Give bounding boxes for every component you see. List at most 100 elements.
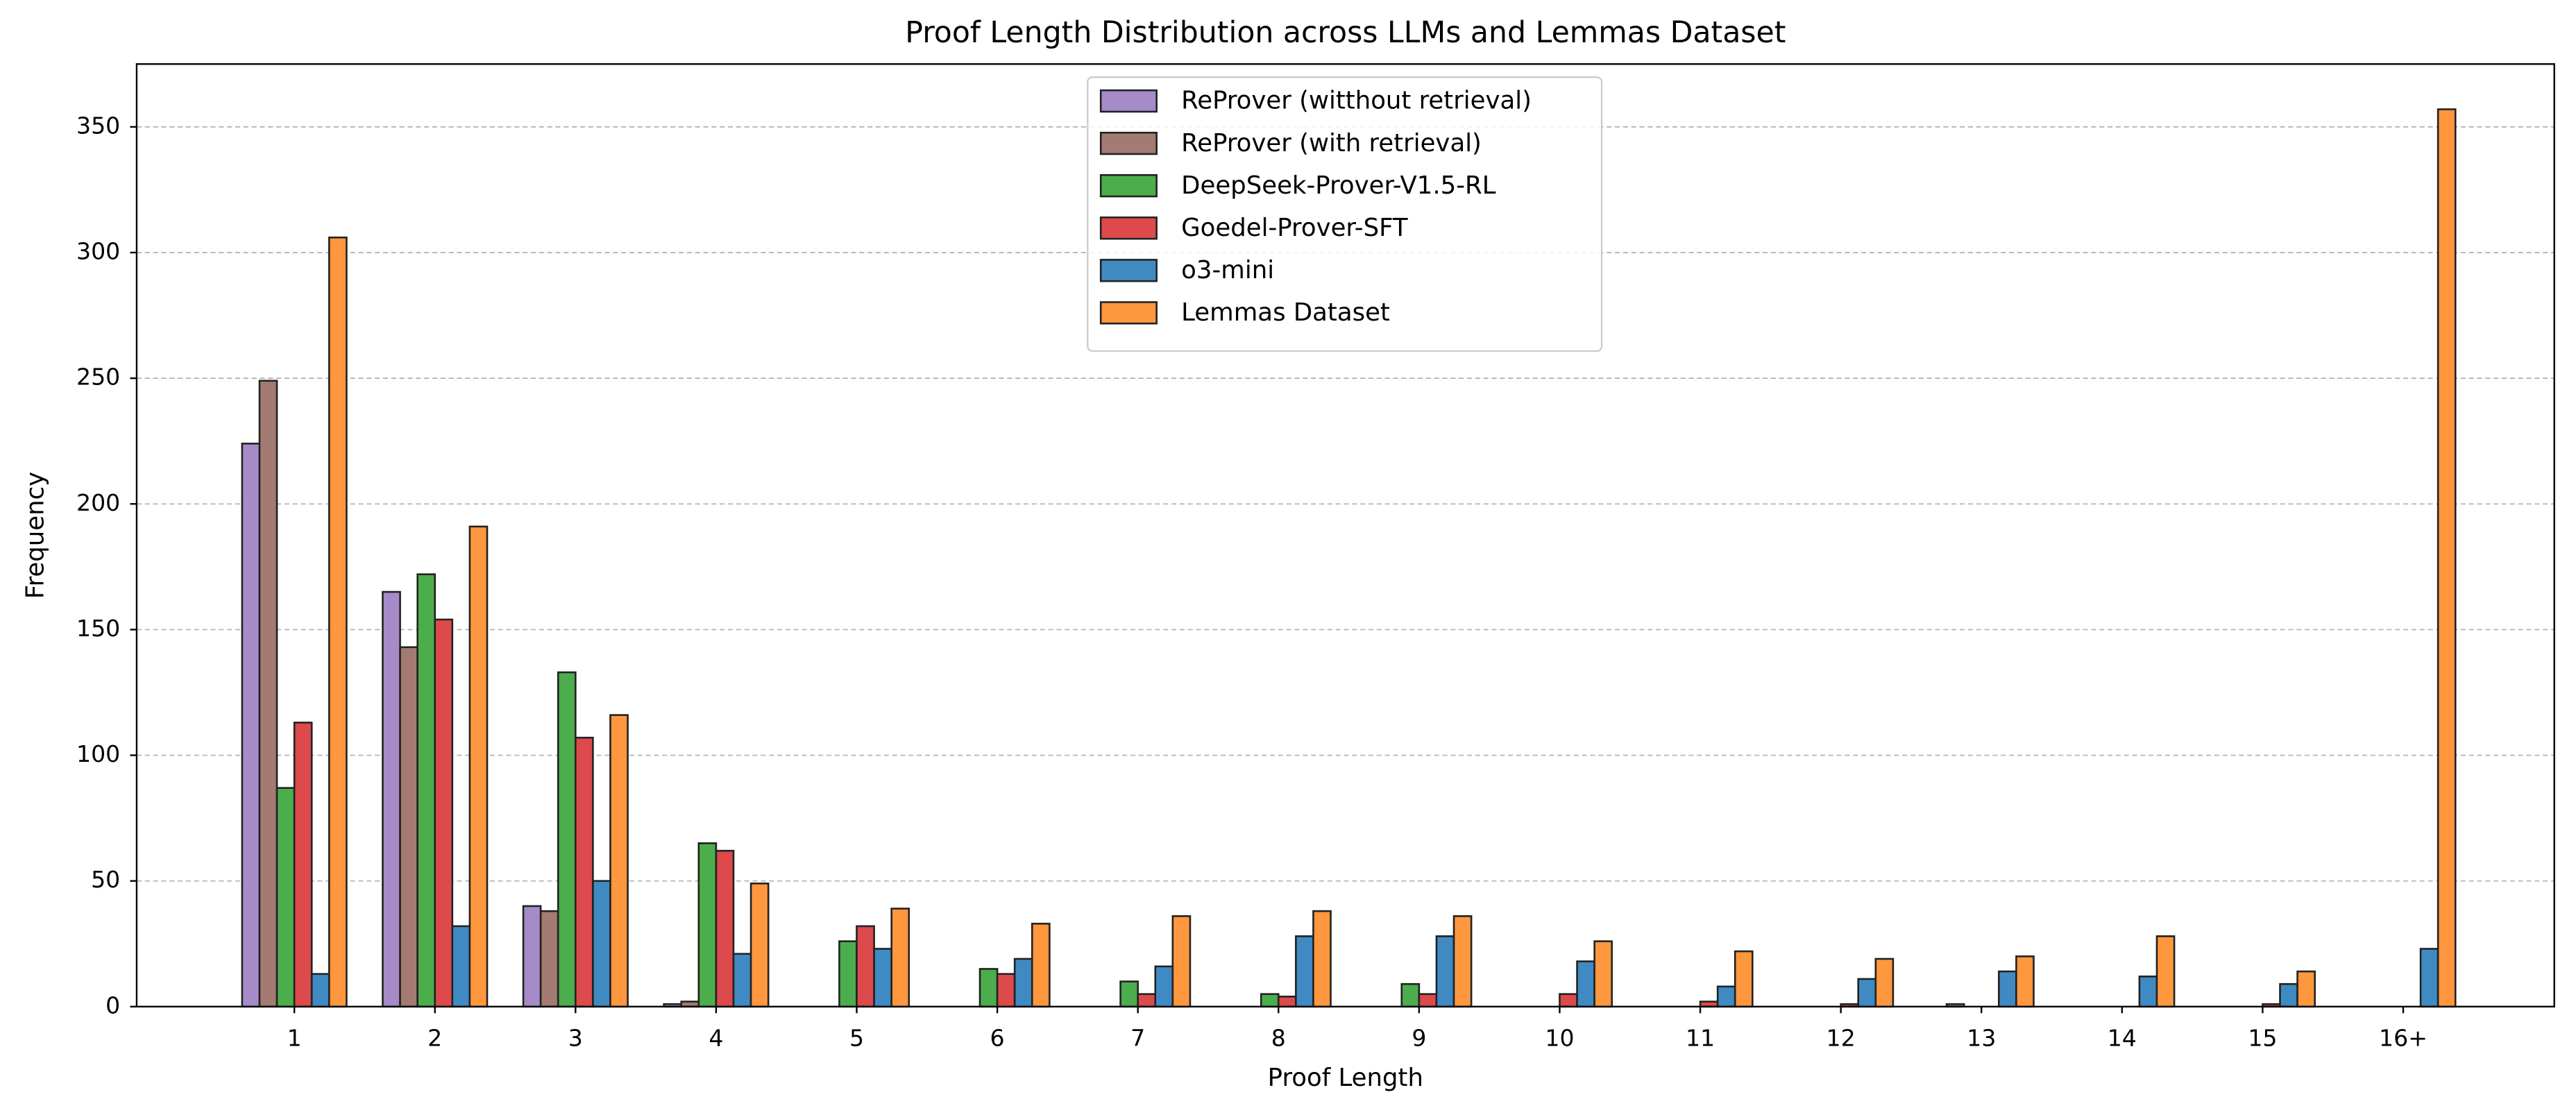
bar (1119, 980, 1139, 1008)
bar (1874, 957, 1895, 1008)
bar (838, 940, 858, 1008)
bar (749, 882, 770, 1008)
legend-label: ReProver (witthout retrieval) (1181, 87, 1532, 115)
bar (522, 905, 542, 1008)
bar (2138, 976, 2158, 1008)
bar (1452, 915, 1473, 1008)
legend-swatch (1099, 173, 1158, 198)
x-tick-label: 2 (427, 1025, 442, 1052)
legend-label: DeepSeek-Prover-V1.5-RL (1181, 171, 1496, 200)
bar (328, 236, 348, 1008)
x-tick-label: 7 (1130, 1025, 1145, 1052)
x-tick-label: 6 (990, 1025, 1005, 1052)
bar (609, 714, 629, 1008)
y-tick-label: 250 (76, 364, 120, 391)
bar (592, 880, 611, 1008)
bar (1154, 965, 1174, 1008)
bar (1418, 993, 1438, 1008)
x-tick-label: 13 (1967, 1025, 1996, 1052)
bar (1593, 940, 1613, 1008)
bar (293, 722, 313, 1008)
bar (715, 849, 735, 1008)
x-tick-label: 5 (849, 1025, 864, 1052)
x-tick-label: 16+ (2379, 1025, 2427, 1052)
bar (1998, 970, 2017, 1008)
bar (1260, 993, 1280, 1008)
bar (697, 842, 718, 1008)
legend-swatch (1099, 89, 1158, 113)
bar (1277, 996, 1297, 1008)
bar (575, 736, 594, 1008)
bar (258, 380, 278, 1008)
bar (1137, 993, 1157, 1008)
x-tick-label: 12 (1827, 1025, 1856, 1052)
bar (399, 646, 418, 1008)
bar (1171, 915, 1192, 1008)
bar (434, 618, 454, 1008)
x-tick-label: 1 (287, 1025, 302, 1052)
bar (2155, 935, 2176, 1008)
bar (873, 948, 892, 1008)
y-tick-label: 150 (76, 615, 120, 642)
bar (451, 925, 471, 1008)
legend: ReProver (witthout retrieval) ReProver (w… (1087, 76, 1603, 352)
legend-swatch (1099, 216, 1158, 240)
legend-box (1087, 76, 1603, 352)
x-tick-label: 3 (568, 1025, 583, 1052)
y-tick-label: 100 (76, 740, 120, 767)
bar (890, 908, 910, 1008)
bar (416, 573, 437, 1008)
bar (310, 973, 330, 1008)
bar (1013, 957, 1033, 1008)
bars: 1 2 3 4 5 6 7 8 9 10 11 12 13 14 15 16+ (241, 108, 2457, 1052)
bar (1400, 982, 1421, 1008)
bar (1716, 985, 1736, 1008)
bar (978, 968, 999, 1008)
legend-label: o3-mini (1181, 256, 1274, 284)
bar (1857, 978, 1877, 1008)
bar (468, 525, 489, 1008)
y-tick-label: 0 (105, 991, 120, 1019)
legend-label: Lemmas Dataset (1181, 298, 1390, 327)
x-tick-label: 14 (2108, 1025, 2137, 1052)
x-tick-label: 9 (1412, 1025, 1426, 1052)
bar (276, 787, 296, 1008)
bar (996, 973, 1016, 1008)
legend-swatch (1099, 301, 1158, 325)
x-tick-label: 4 (709, 1025, 723, 1052)
bar (2419, 948, 2439, 1008)
x-tick-label: 10 (1545, 1025, 1574, 1052)
x-tick-label: 15 (2248, 1025, 2277, 1052)
bar (1295, 935, 1314, 1008)
bar (539, 910, 559, 1008)
legend-swatch (1099, 259, 1158, 282)
bar (2015, 955, 2035, 1008)
bar (856, 925, 875, 1008)
y-tick-label: 350 (76, 112, 120, 139)
bar (2296, 970, 2316, 1008)
bar (1031, 922, 1051, 1008)
bar (1576, 960, 1595, 1008)
bar (732, 953, 752, 1008)
y-tick-label: 50 (91, 866, 120, 893)
bar (2279, 982, 2298, 1008)
bar (1559, 993, 1578, 1008)
bar (2437, 108, 2457, 1008)
bar (1734, 950, 1754, 1008)
bar (1312, 910, 1332, 1008)
x-tick-label: 11 (1686, 1025, 1715, 1052)
x-axis-label: Proof Length (1268, 1064, 1423, 1092)
legend-label: ReProver (with retrieval) (1181, 129, 1482, 158)
x-tick-label: 8 (1271, 1025, 1286, 1052)
chart-title: Proof Length Distribution across LLMs an… (905, 15, 1786, 50)
bar (382, 590, 401, 1008)
legend-swatch (1099, 131, 1158, 155)
plot-frame (135, 63, 2555, 1007)
y-tick-label: 300 (76, 238, 120, 265)
y-axis-label: Frequency (22, 472, 50, 599)
legend-label: Goedel-Prover-SFT (1181, 214, 1408, 242)
grid: 0 50 100 150 200 250 300 350 (76, 112, 2554, 1019)
y-tick-label: 200 (76, 489, 120, 516)
